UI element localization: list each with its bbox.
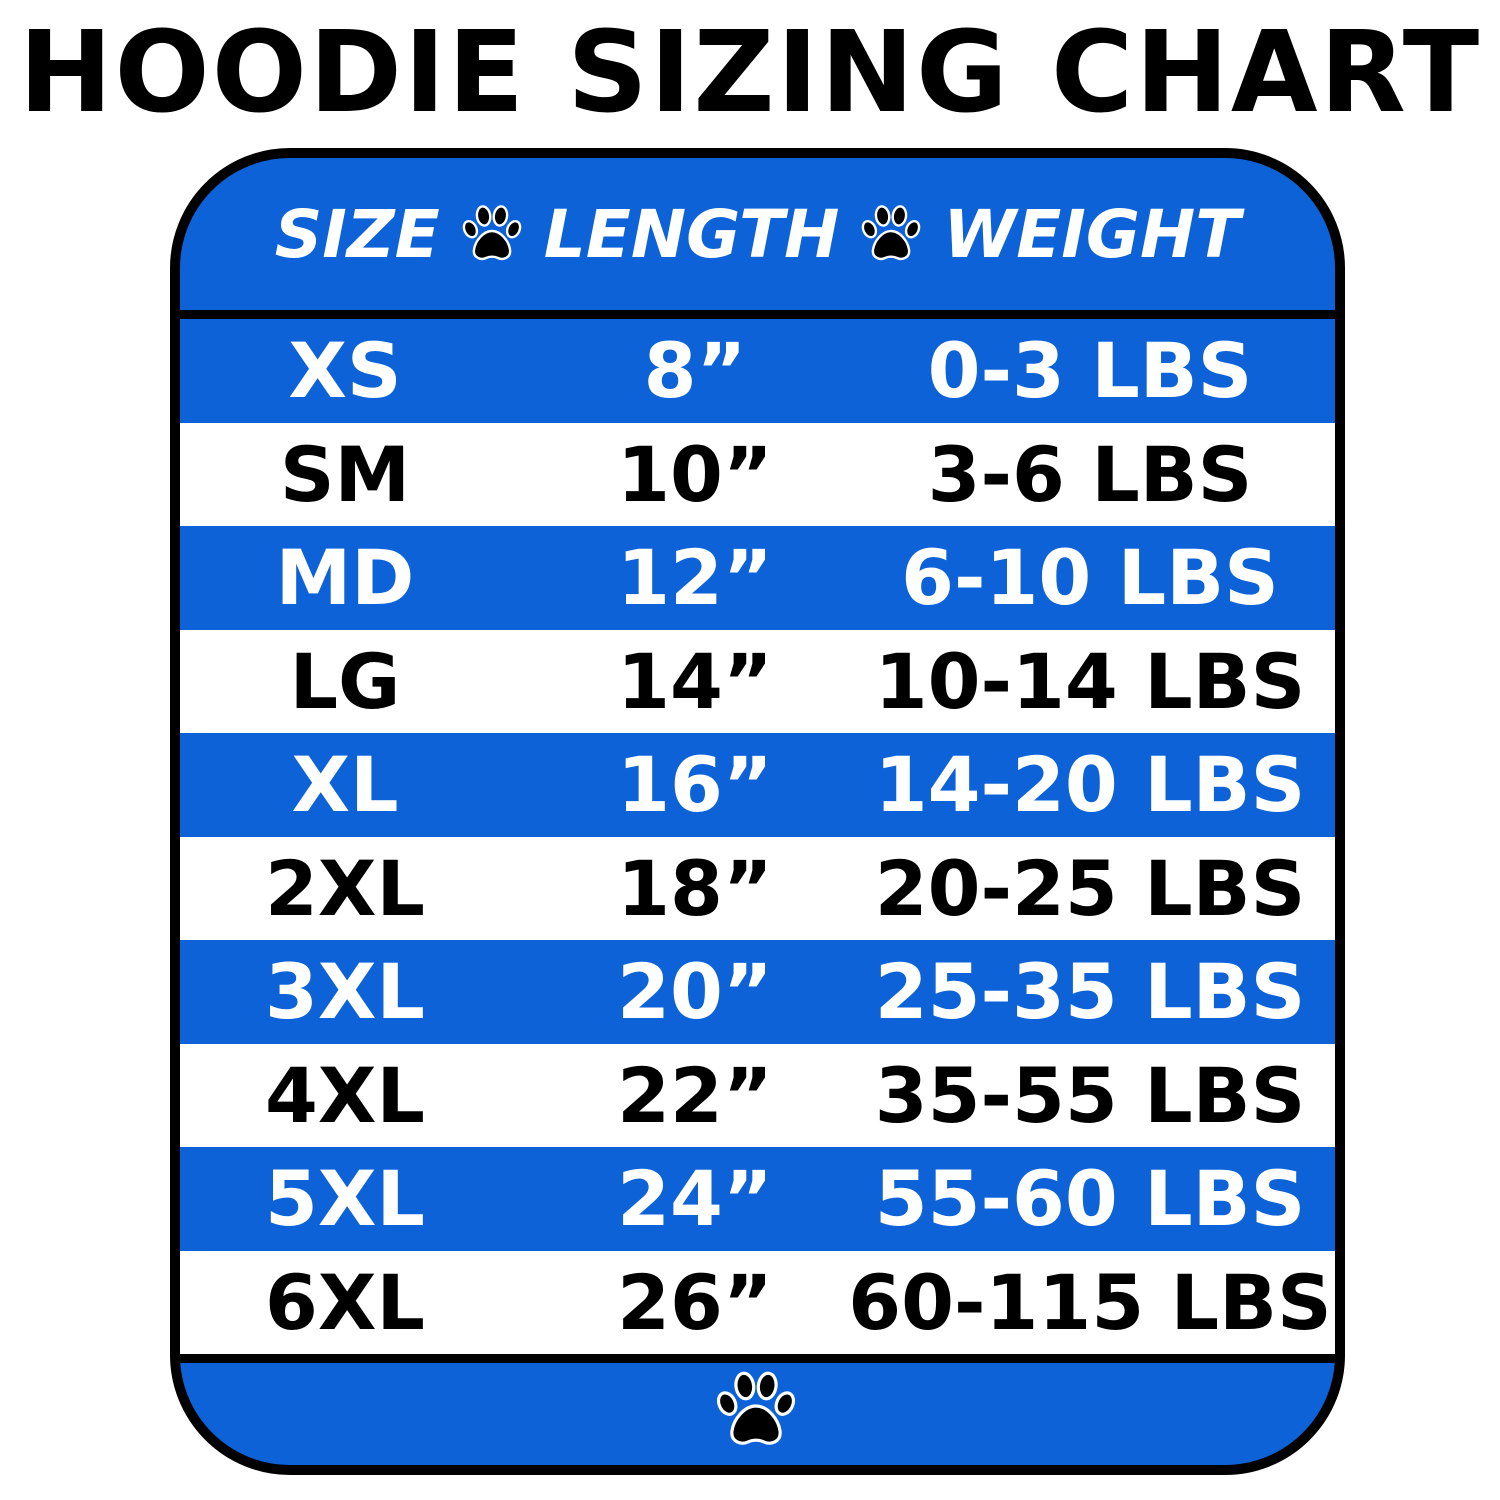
size-cell: 2XL xyxy=(265,843,425,933)
length-cell: 10” xyxy=(617,429,773,519)
table-row: MD 12” 6-10 LBS xyxy=(180,526,1335,630)
header-weight: WEIGHT xyxy=(943,195,1241,273)
table-row: SM 10” 3-6 LBS xyxy=(180,422,1335,526)
table-row: 6XL 26” 60-115 LBS xyxy=(180,1250,1335,1354)
size-cell: 6XL xyxy=(265,1257,425,1347)
length-cell: 24” xyxy=(617,1154,773,1244)
weight-cell: 25-35 LBS xyxy=(874,947,1306,1037)
length-cell: 20” xyxy=(617,947,773,1037)
weight-cell: 10-14 LBS xyxy=(874,636,1306,726)
length-cell: 14” xyxy=(617,636,773,726)
weight-cell: 6-10 LBS xyxy=(901,533,1279,623)
size-cell: XL xyxy=(291,740,399,830)
table-header: SIZE LENGTH WEIGHT xyxy=(180,158,1335,310)
length-cell: 18” xyxy=(617,843,773,933)
size-cell: 3XL xyxy=(265,947,425,1037)
weight-cell: 3-6 LBS xyxy=(927,429,1253,519)
weight-cell: 35-55 LBS xyxy=(874,1050,1306,1140)
size-cell: SM xyxy=(279,429,411,519)
size-cell: 4XL xyxy=(265,1050,425,1140)
table-row: LG 14” 10-14 LBS xyxy=(180,629,1335,733)
paw-print-icon xyxy=(861,204,921,264)
table-body: XS 8” 0-3 LBS SM 10” 3-6 LBS MD 12” 6-10 LBS LG 14… xyxy=(180,319,1335,1354)
paw-print-icon xyxy=(716,1370,796,1450)
header-size: SIZE xyxy=(274,195,440,273)
divider xyxy=(180,310,1335,319)
table-row: 3XL 20” 25-35 LBS xyxy=(180,940,1335,1044)
weight-cell: 14-20 LBS xyxy=(874,740,1306,830)
divider xyxy=(180,1354,1335,1363)
size-cell: LG xyxy=(289,636,401,726)
weight-cell: 0-3 LBS xyxy=(927,326,1253,416)
length-cell: 8” xyxy=(643,326,747,416)
sizing-table: SIZE LENGTH WEIGHT XS 8” 0-3 LBS SM 10” 3-6 L… xyxy=(170,148,1345,1475)
table-row: XS 8” 0-3 LBS xyxy=(180,319,1335,423)
weight-cell: 55-60 LBS xyxy=(874,1154,1306,1244)
length-cell: 12” xyxy=(617,533,773,623)
size-cell: MD xyxy=(275,533,415,623)
table-row: 5XL 24” 55-60 LBS xyxy=(180,1147,1335,1251)
length-cell: 22” xyxy=(617,1050,773,1140)
table-row: 2XL 18” 20-25 LBS xyxy=(180,836,1335,940)
size-cell: XS xyxy=(288,326,402,416)
weight-cell: 60-115 LBS xyxy=(848,1257,1332,1347)
length-cell: 26” xyxy=(617,1257,773,1347)
length-cell: 16” xyxy=(617,740,773,830)
table-row: XL 16” 14-20 LBS xyxy=(180,733,1335,837)
header-length: LENGTH xyxy=(543,195,840,273)
weight-cell: 20-25 LBS xyxy=(874,843,1306,933)
size-cell: 5XL xyxy=(265,1154,425,1244)
table-row: 4XL 22” 35-55 LBS xyxy=(180,1043,1335,1147)
chart-title: HOODIE SIZING CHART xyxy=(18,8,1482,138)
paw-print-icon xyxy=(462,204,522,264)
